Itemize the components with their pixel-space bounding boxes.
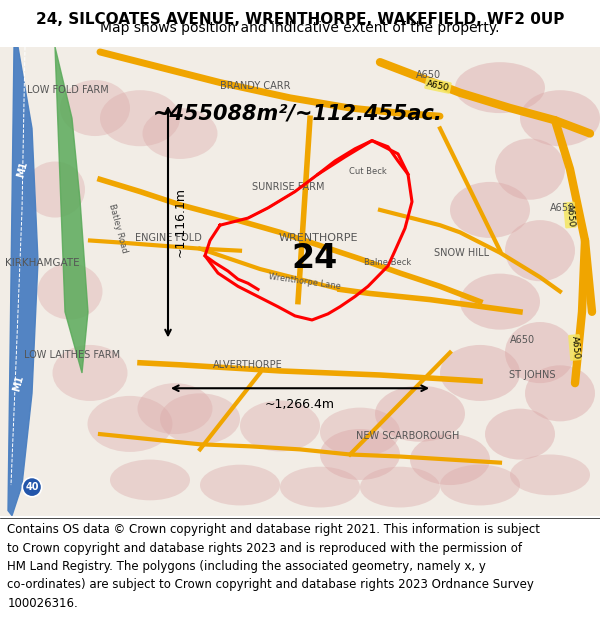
Ellipse shape xyxy=(440,345,520,401)
Text: 24: 24 xyxy=(292,242,338,276)
Text: A650: A650 xyxy=(565,203,575,227)
Text: ~455088m²/~112.455ac.: ~455088m²/~112.455ac. xyxy=(153,103,443,123)
Ellipse shape xyxy=(460,274,540,329)
Ellipse shape xyxy=(200,464,280,506)
Text: 24, SILCOATES AVENUE, WRENTHORPE, WAKEFIELD, WF2 0UP: 24, SILCOATES AVENUE, WRENTHORPE, WAKEFI… xyxy=(36,12,564,27)
Ellipse shape xyxy=(240,401,320,451)
Ellipse shape xyxy=(320,429,400,480)
Text: A650: A650 xyxy=(550,203,575,213)
Text: Batley Road: Batley Road xyxy=(107,202,129,254)
Text: ~1,116.1m: ~1,116.1m xyxy=(174,187,187,257)
Ellipse shape xyxy=(450,182,530,238)
Ellipse shape xyxy=(160,393,240,444)
Text: ~1,266.4m: ~1,266.4m xyxy=(265,399,335,411)
Ellipse shape xyxy=(505,220,575,281)
Text: ST JOHNS: ST JOHNS xyxy=(509,370,555,380)
Text: NEW SCARBOROUGH: NEW SCARBOROUGH xyxy=(356,431,460,441)
Ellipse shape xyxy=(495,139,565,200)
Ellipse shape xyxy=(88,396,173,452)
Ellipse shape xyxy=(485,409,555,459)
Ellipse shape xyxy=(280,467,360,508)
Text: LOW LAITHES FARM: LOW LAITHES FARM xyxy=(24,349,120,359)
Text: A650: A650 xyxy=(425,79,451,92)
Text: ALVERTHORPE: ALVERTHORPE xyxy=(213,360,283,370)
Text: Balne Beck: Balne Beck xyxy=(364,258,412,268)
Text: KIRKHAMGATE: KIRKHAMGATE xyxy=(5,258,79,268)
Ellipse shape xyxy=(25,161,85,217)
Ellipse shape xyxy=(100,90,180,146)
Text: LOW FOLD FARM: LOW FOLD FARM xyxy=(27,84,109,94)
Text: M1: M1 xyxy=(11,374,25,392)
Text: Cut Beck: Cut Beck xyxy=(349,167,387,176)
Text: SNOW HILL: SNOW HILL xyxy=(434,248,490,258)
Ellipse shape xyxy=(455,62,545,113)
Ellipse shape xyxy=(375,386,465,442)
Ellipse shape xyxy=(320,408,400,456)
Ellipse shape xyxy=(525,366,595,421)
Text: SUNRISE FARM: SUNRISE FARM xyxy=(252,182,324,192)
Ellipse shape xyxy=(137,383,212,434)
Text: Contains OS data © Crown copyright and database right 2021. This information is : Contains OS data © Crown copyright and d… xyxy=(7,523,540,536)
Text: Map shows position and indicative extent of the property.: Map shows position and indicative extent… xyxy=(100,21,500,35)
Ellipse shape xyxy=(510,454,590,495)
Text: 40: 40 xyxy=(25,482,39,492)
Polygon shape xyxy=(55,47,88,373)
Text: WRENTHORPE: WRENTHORPE xyxy=(278,234,358,244)
Text: A650: A650 xyxy=(509,336,535,346)
Text: 100026316.: 100026316. xyxy=(7,597,78,610)
Text: A650: A650 xyxy=(415,71,440,81)
Ellipse shape xyxy=(53,345,128,401)
Ellipse shape xyxy=(110,459,190,501)
Ellipse shape xyxy=(37,263,103,319)
Text: HM Land Registry. The polygons (including the associated geometry, namely x, y: HM Land Registry. The polygons (includin… xyxy=(7,560,486,573)
Ellipse shape xyxy=(60,80,130,136)
Text: Wrenthorpe Lane: Wrenthorpe Lane xyxy=(268,272,341,291)
Text: M1: M1 xyxy=(15,160,29,178)
Text: BRANDY CARR: BRANDY CARR xyxy=(220,81,290,91)
Ellipse shape xyxy=(143,108,218,159)
Ellipse shape xyxy=(440,464,520,506)
Ellipse shape xyxy=(505,322,575,383)
Text: co-ordinates) are subject to Crown copyright and database rights 2023 Ordnance S: co-ordinates) are subject to Crown copyr… xyxy=(7,578,534,591)
Ellipse shape xyxy=(410,434,490,485)
Text: ENGINE FOLD: ENGINE FOLD xyxy=(134,234,202,244)
Ellipse shape xyxy=(520,90,600,146)
Ellipse shape xyxy=(360,467,440,508)
Text: A650: A650 xyxy=(569,336,581,359)
Polygon shape xyxy=(8,47,38,516)
Text: to Crown copyright and database rights 2023 and is reproduced with the permissio: to Crown copyright and database rights 2… xyxy=(7,542,522,554)
